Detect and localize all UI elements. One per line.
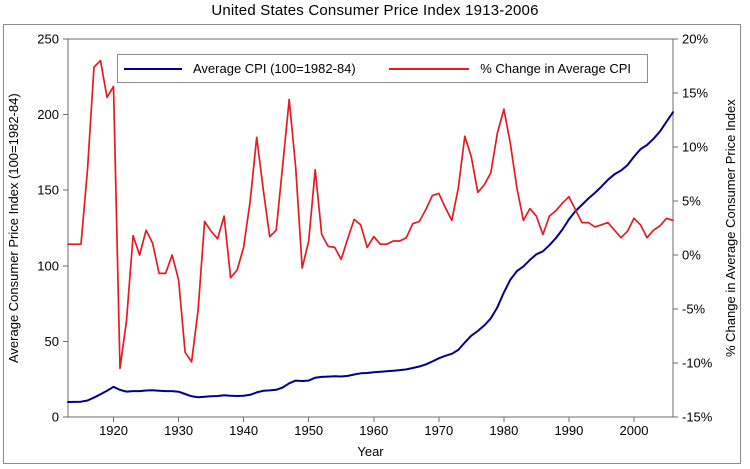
x-axis-tick-label: 1930 — [164, 423, 193, 438]
legend: Average CPI (100=1982-84) % Change in Av… — [117, 54, 648, 83]
right-axis-tick-label: 20% — [682, 32, 708, 47]
left-axis-title: Average Consumer Price Index (100=1982-8… — [6, 93, 21, 363]
x-axis-tick-label: 1980 — [489, 423, 518, 438]
left-axis-tick-label: 200 — [37, 107, 59, 122]
x-axis-tick-label: 1940 — [229, 423, 258, 438]
right-axis-tick-label: 15% — [682, 86, 708, 101]
right-axis-tick-label: 5% — [682, 194, 701, 209]
x-axis-tick-label: 2000 — [620, 423, 649, 438]
x-axis-tick-label: 1920 — [99, 423, 128, 438]
right-axis-tick-label: 10% — [682, 140, 708, 155]
left-axis-tick-label: 250 — [37, 32, 59, 47]
right-axis-title: % Change in Average Consumer Price Index — [723, 99, 738, 357]
legend-label-pct-change: % Change in Average CPI — [480, 61, 631, 76]
right-axis-tick-label: -10% — [682, 356, 713, 371]
plot-frame — [67, 38, 674, 418]
right-axis-tick-label: 0% — [682, 248, 701, 263]
legend-line-sample-pct-change — [389, 67, 470, 70]
left-axis-tick-label: 150 — [37, 183, 59, 198]
chart-title: United States Consumer Price Index 1913-… — [211, 2, 539, 19]
series-line-cpi — [67, 111, 674, 403]
x-axis-tick-label: 1960 — [359, 423, 388, 438]
legend-line-sample-cpi — [124, 67, 182, 70]
x-axis-tick-label: 1950 — [294, 423, 323, 438]
left-axis-tick-label: 0 — [52, 410, 59, 425]
x-axis-tick-label: 1990 — [554, 423, 583, 438]
x-axis-tick-label: 1970 — [424, 423, 453, 438]
left-axis-tick-label: 100 — [37, 258, 59, 273]
right-axis-tick-label: -5% — [682, 302, 706, 317]
legend-label-cpi: Average CPI (100=1982-84) — [193, 61, 356, 76]
legend-item-cpi: Average CPI (100=1982-84) — [124, 61, 356, 76]
series-line-pct-change — [67, 59, 674, 370]
right-axis-tick-label: -15% — [682, 410, 713, 425]
x-axis-title: Year — [357, 444, 384, 459]
legend-item-pct-change: % Change in Average CPI — [389, 61, 631, 76]
left-axis-tick-label: 50 — [45, 334, 59, 349]
figure-border — [3, 24, 741, 464]
